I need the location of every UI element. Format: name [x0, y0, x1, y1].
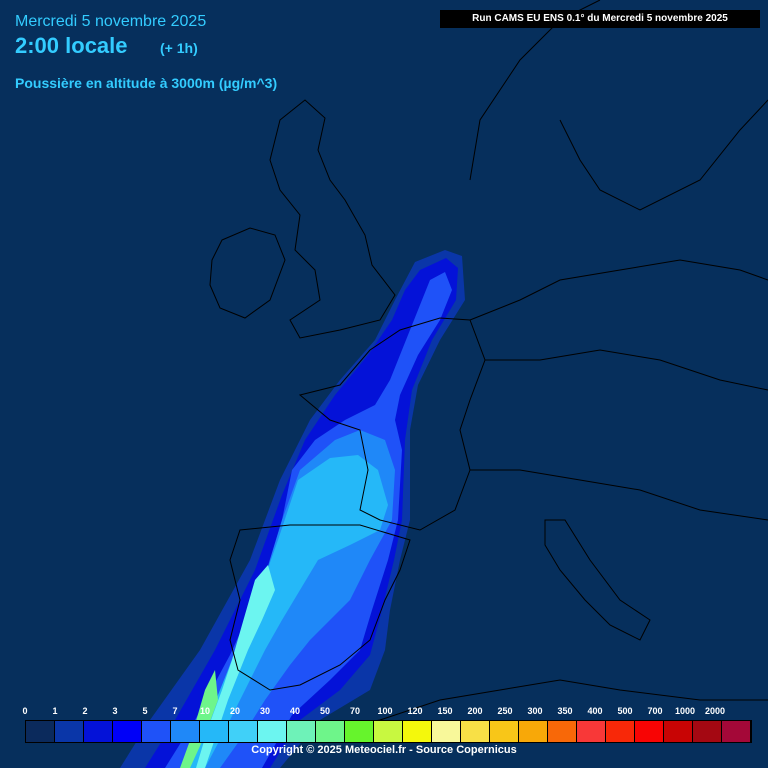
legend-threshold-label: 250: [497, 706, 513, 716]
legend-threshold-label: 2000: [704, 706, 726, 716]
legend-threshold-label: 20: [229, 706, 241, 716]
legend-threshold-label: 50: [319, 706, 331, 716]
legend-swatch: [606, 721, 635, 742]
legend-swatch: [577, 721, 606, 742]
legend-threshold-label: 1: [52, 706, 58, 716]
legend-threshold-label: 30: [259, 706, 271, 716]
legend-swatch: [693, 721, 722, 742]
legend-swatch: [432, 721, 461, 742]
legend-swatch: [490, 721, 519, 742]
legend-swatch: [664, 721, 693, 742]
copyright-text: Copyright © 2025 Meteociel.fr - Source C…: [251, 744, 517, 756]
legend-threshold-label: 2: [82, 706, 88, 716]
legend-threshold-label: 70: [349, 706, 361, 716]
legend-threshold-label: 120: [407, 706, 423, 716]
variable-title: Poussière en altitude à 3000m (µg/m^3): [15, 75, 278, 91]
italy-coast: [544, 519, 651, 641]
legend-threshold-label: 400: [587, 706, 603, 716]
legend-swatch: [229, 721, 258, 742]
legend-threshold-label: 350: [557, 706, 573, 716]
legend-color-bar: [25, 720, 752, 743]
iberia-coast: [229, 524, 411, 691]
forecast-date: Mercredi 5 novembre 2025: [15, 13, 207, 30]
legend-swatch: [26, 721, 55, 742]
scandinavia-coast: [469, 0, 768, 211]
central-europe-borders: [469, 259, 768, 521]
legend-swatch: [142, 721, 171, 742]
legend-swatch: [113, 721, 142, 742]
legend-swatch: [548, 721, 577, 742]
legend-swatch: [200, 721, 229, 742]
plume-level-7: [180, 670, 218, 768]
legend-swatch: [345, 721, 374, 742]
britain-coast: [269, 99, 396, 339]
legend-threshold-label: 700: [647, 706, 663, 716]
legend-swatch: [374, 721, 403, 742]
legend-threshold-label: 1000: [674, 706, 696, 716]
time-offset: (+ 1h): [160, 40, 198, 56]
legend-labels: 0 1 2 3 5 7 10 20 30 40 50 70 100 120 150 200 250 300 350 4…: [22, 706, 745, 718]
legend-threshold-label: 5: [142, 706, 148, 716]
france-coast: [298, 317, 486, 531]
legend-swatch: [461, 721, 490, 742]
legend-threshold-label: 500: [617, 706, 633, 716]
legend-swatch: [722, 721, 751, 742]
legend-swatch: [403, 721, 432, 742]
legend-swatch: [258, 721, 287, 742]
legend-threshold-label: 150: [437, 706, 453, 716]
legend-threshold-label: 3: [112, 706, 118, 716]
forecast-time: 2:00 locale: [15, 33, 128, 58]
legend-swatch: [55, 721, 84, 742]
legend-threshold-label: 0: [22, 706, 28, 716]
legend-swatch: [287, 721, 316, 742]
legend-threshold-label: 10: [199, 706, 211, 716]
legend-swatch: [635, 721, 664, 742]
legend-swatch: [519, 721, 548, 742]
plume-level-5: [188, 455, 388, 768]
legend-swatch: [316, 721, 345, 742]
ireland-coast: [209, 227, 286, 319]
legend-swatch: [171, 721, 200, 742]
legend-threshold-label: 7: [172, 706, 178, 716]
legend-swatch: [84, 721, 113, 742]
dust-plume: [120, 250, 465, 768]
legend-threshold-label: 300: [527, 706, 543, 716]
run-info-banner: Run CAMS EU ENS 0.1° du Mercredi 5 novem…: [440, 10, 760, 28]
legend-threshold-label: 200: [467, 706, 483, 716]
legend-threshold-label: 40: [289, 706, 301, 716]
legend-threshold-label: 100: [377, 706, 393, 716]
plume-level-6: [196, 565, 275, 768]
